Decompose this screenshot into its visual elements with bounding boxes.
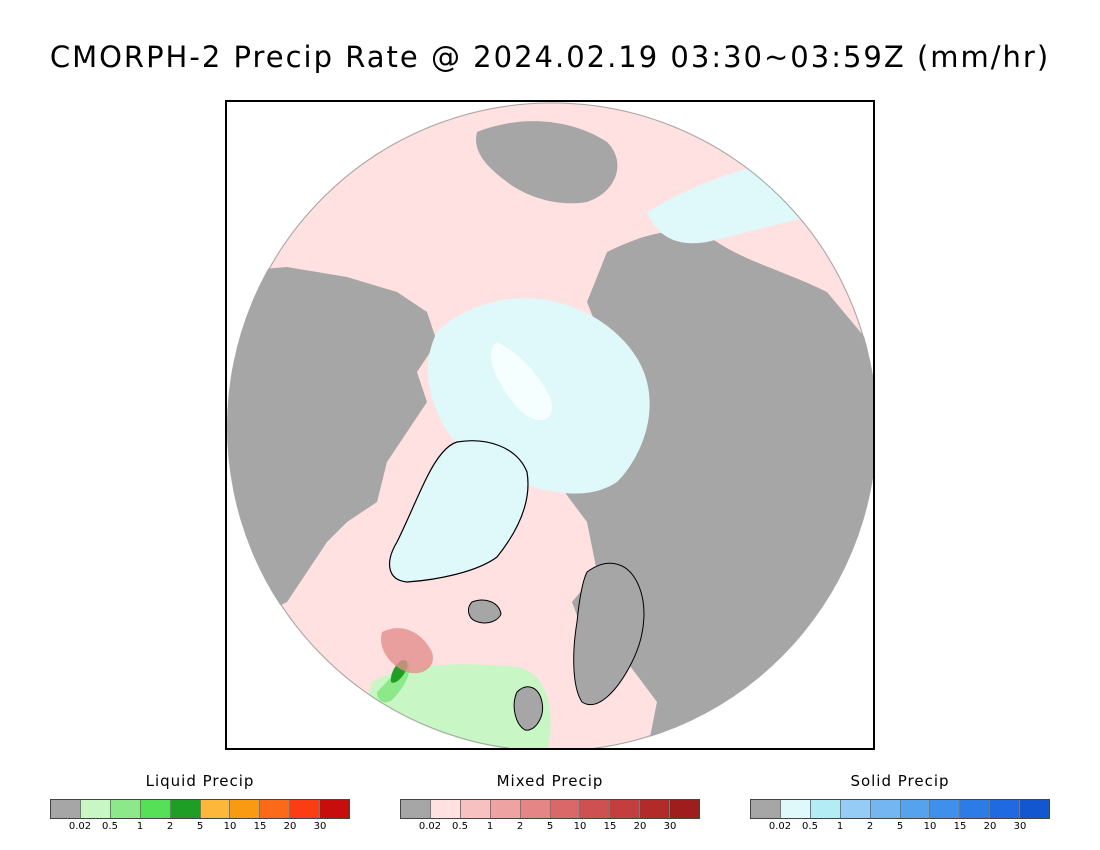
legend-title: Liquid Precip [145,772,255,790]
arctic-pale-area [491,342,553,421]
colorbar-swatch [320,800,350,818]
colorbar-tick-label: 0.02 [418,821,442,832]
colorbar-swatch [430,800,461,818]
colorbar-tick-label: 5 [546,821,554,832]
colorbar-swatch [580,800,611,818]
legend-title: Mixed Precip [496,772,604,790]
colorbar-swatch [870,800,901,818]
colorbar-swatch [110,800,141,818]
colorbar-swatch [260,800,291,818]
colorbar-tick-label: 1 [136,821,144,832]
colorbar-tick-label: 20 [633,821,647,832]
colorbar-tick-label: 0.5 [102,821,118,832]
colorbar-tick-label: 30 [1013,821,1027,832]
legend-liquid: Liquid Precip 0.02 0.5 1 2 5 10 15 20 30 [50,772,350,833]
british-isles [513,686,544,731]
map-canvas [227,102,873,748]
colorbar-swatch [640,800,671,818]
colorbar-swatch [930,800,961,818]
colorbar-tick-label: 0.5 [452,821,468,832]
colorbar-tick-label: 2 [516,821,524,832]
colorbar-tick-label: 10 [923,821,937,832]
colorbar-tick-label: 10 [573,821,587,832]
colorbar-tick-label: 15 [603,821,617,832]
greenland-landmass [389,440,529,583]
colorbar-tick-label: 15 [253,821,267,832]
colorbar-swatch [230,800,261,818]
colorbar-swatch [900,800,931,818]
chukotka-landmass [476,121,618,204]
colorbar-tick-label: 5 [196,821,204,832]
colorbar-swatch [401,800,431,818]
colorbar-swatch [170,800,201,818]
colorbar-tick-label: 1 [486,821,494,832]
colorbar-tick-label: 0.5 [802,821,818,832]
colorbar-swatch [810,800,841,818]
colorbar-swatch [550,800,581,818]
colorbar [750,799,1050,819]
colorbar-swatch [490,800,521,818]
colorbar-tick-label: 15 [953,821,967,832]
colorbar-swatch [520,800,551,818]
colorbar-tick-label: 2 [166,821,174,832]
colorbar [400,799,700,819]
colorbar-tick-label: 0.02 [768,821,792,832]
colorbar-swatch [990,800,1021,818]
colorbar-swatch [1020,800,1050,818]
colorbar-tick-label: 1 [836,821,844,832]
colorbar-swatch [840,800,871,818]
scandinavia-landmass [573,562,645,705]
colorbar-swatch [200,800,231,818]
colorbar-tick-label: 5 [896,821,904,832]
colorbar-tick-label: 10 [223,821,237,832]
colorbar-ticks: 0.02 0.5 1 2 5 10 15 20 30 [750,819,1050,833]
iceland [468,599,502,624]
polar-map [225,100,875,750]
colorbar-swatch [751,800,781,818]
colorbar-tick-label: 2 [866,821,874,832]
legend-mixed: Mixed Precip 0.02 0.5 1 2 5 10 15 20 30 [400,772,700,833]
colorbar-ticks: 0.02 0.5 1 2 5 10 15 20 30 [400,819,700,833]
legend-title: Solid Precip [850,772,950,790]
colorbar-swatch [460,800,491,818]
colorbar-swatch [780,800,811,818]
north-america-landmass [227,267,437,622]
colorbar [50,799,350,819]
mixed-precip-patch [381,628,433,674]
legend-solid: Solid Precip 0.02 0.5 1 2 5 10 15 20 30 [750,772,1050,833]
colorbar-swatch [610,800,641,818]
colorbar-tick-label: 30 [313,821,327,832]
colorbar-tick-label: 20 [283,821,297,832]
colorbar-tick-label: 0.02 [68,821,92,832]
colorbar-swatch [290,800,321,818]
colorbar-ticks: 0.02 0.5 1 2 5 10 15 20 30 [50,819,350,833]
colorbar-tick-label: 20 [983,821,997,832]
chart-title: CMORPH-2 Precip Rate @ 2024.02.19 03:30~… [49,40,1051,74]
colorbar-swatch [670,800,700,818]
colorbar-swatch [960,800,991,818]
map-disc-edge [227,102,873,748]
colorbar-swatch [51,800,81,818]
colorbar-swatch [140,800,171,818]
colorbar-swatch [80,800,111,818]
colorbar-tick-label: 30 [663,821,677,832]
